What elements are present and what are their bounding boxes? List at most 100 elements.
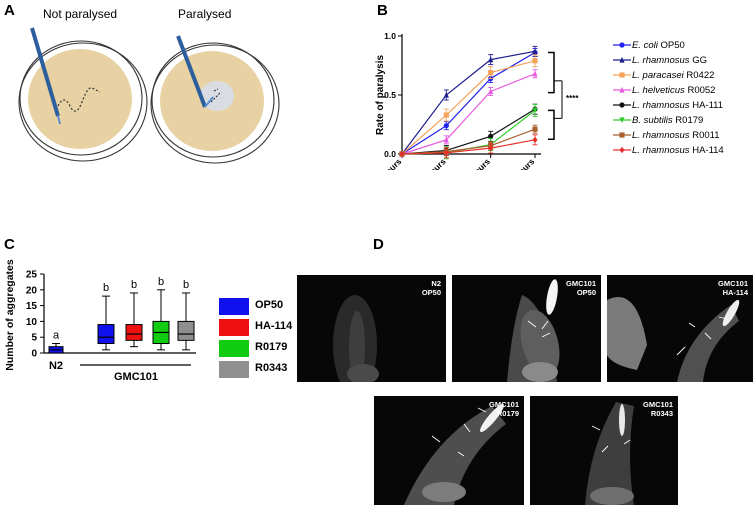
y-tick-label: 15 [26, 301, 38, 312]
legend-genus: L. rhamnosus [632, 145, 690, 156]
legend-swatch-op50 [219, 298, 249, 315]
y-tick-label: 0.0 [384, 149, 396, 159]
legend-label-op50: OP50 [255, 299, 284, 311]
legend-item-l-rhamnosus-ha-111: L. rhamnosus HA-111 [612, 100, 723, 111]
y-tick-label: 25 [26, 270, 38, 281]
legend-marker [613, 102, 631, 109]
data-point-l-rhamnosus-r0011 [532, 126, 538, 132]
data-point-l-rhamnosus-ha-114 [532, 136, 538, 143]
legend-strain: R0052 [684, 85, 716, 96]
data-point-b-subtilis-r0179 [532, 107, 538, 114]
legend-strain: GG [689, 55, 707, 66]
micrograph-5-line2: R0343 [650, 409, 673, 418]
legend-swatch-ha114 [219, 319, 249, 336]
legend-strain: R0179 [672, 115, 704, 126]
legend-genus: L. helveticus [632, 85, 685, 96]
significance-letter-gmc101-op50: b [103, 282, 109, 294]
plate-paralysed [150, 35, 280, 164]
label-not-paralysed: Not paralysed [43, 7, 118, 21]
micrograph-3-line1: GMC101 [717, 279, 748, 288]
legend-marker [613, 132, 631, 139]
x-tick-label: 24 hours [416, 156, 448, 170]
panel-label-b: B [377, 2, 388, 19]
legend-strain: R0422 [683, 70, 715, 81]
legend-symbol [619, 132, 625, 139]
significance-letter-n2-op50: a [53, 330, 60, 342]
legend-marker [613, 72, 631, 79]
legend-symbol [619, 87, 625, 94]
y-axis-title: Rate of paralysis [375, 55, 386, 135]
panel-label-a: A [4, 2, 15, 19]
data-point-l-paracasei-r0422 [443, 112, 449, 118]
micrograph-4-line1: GMC101 [488, 400, 519, 409]
micrograph-2-line1: GMC101 [565, 279, 596, 288]
box-gmc101-op50 [97, 324, 115, 345]
plate-not-paralysed [18, 27, 148, 162]
micrograph-gmc101-ha114: GMC101 HA-114 [607, 275, 753, 382]
legend-item-l-paracasei-r0422: L. paracasei R0422 [612, 70, 714, 81]
legend-symbol [619, 147, 625, 154]
legend-strain: R0011 [689, 130, 720, 141]
significance-letter-gmc101-r0179: b [158, 276, 164, 288]
legend-symbol [619, 72, 625, 79]
micrograph-n2-op50: N2 OP50 [297, 275, 446, 382]
data-point-l-rhamnosus-gg [532, 48, 538, 54]
y-tick-label: 1.0 [384, 31, 396, 41]
micrograph-1-line1: N2 [431, 279, 441, 288]
y-tick-label: 20 [26, 285, 38, 296]
y-tick-label: 10 [26, 317, 38, 328]
legend-genus: E. coli [632, 40, 658, 51]
legend-swatch-r0343 [219, 361, 249, 378]
legend-marker [613, 117, 631, 124]
significance-letter-gmc101-r0343: b [183, 279, 189, 291]
y-tick-label: 5 [31, 333, 37, 344]
micrograph-gmc101-op50: GMC101 OP50 [452, 275, 601, 382]
legend-item-e-coli-op50: E. coli OP50 [612, 40, 685, 51]
legend-item-l-helveticus-r0052: L. helveticus R0052 [612, 85, 715, 96]
data-point-l-helveticus-r0052 [532, 70, 538, 77]
micrograph-4-line2: R0179 [496, 409, 519, 418]
legend-strain: HA-111 [689, 100, 724, 111]
aggregates-box-plot: 0 5 10 15 20 25 Number of aggregates a b b b b N2 GMC… [4, 259, 196, 383]
series-line-e-coli-op50 [401, 52, 536, 155]
data-point-l-rhamnosus-gg [488, 56, 494, 63]
legend-genus: L. rhamnosus [632, 100, 690, 111]
legend-label-r0343: R0343 [255, 362, 288, 374]
x-tick-label: 72 hours [504, 156, 536, 170]
micrograph-2-line2: OP50 [576, 288, 596, 297]
legend-item-l-rhamnosus-r0011: L. rhamnosus R0011 [612, 130, 720, 141]
micrograph-5-line1: GMC101 [642, 400, 673, 409]
significance-bracket-top [548, 51, 555, 94]
legend-item-l-rhamnosus-gg: L. rhamnosus GG [612, 55, 707, 66]
panel-label-c: C [4, 236, 15, 253]
data-point-l-rhamnosus-ha-111 [488, 133, 494, 139]
plate-illustrations [18, 27, 280, 164]
legend-label-r0179: R0179 [255, 341, 288, 353]
legend-marker [613, 147, 631, 154]
series-line-l-helveticus-r0052 [401, 73, 536, 155]
paralysis-legend: E. coli OP50 L. rhamnosus GG L. paracasei … [612, 40, 752, 160]
legend-genus: L. rhamnosus [632, 55, 690, 66]
legend-symbol [619, 57, 625, 64]
series-line-l-paracasei-r0422 [401, 60, 536, 155]
legend-strain: OP50 [657, 40, 685, 51]
data-point-l-paracasei-r0422 [488, 69, 494, 76]
legend-item-l-rhamnosus-ha-114: L. rhamnosus HA-114 [612, 145, 724, 156]
series-line-l-rhamnosus-gg [401, 50, 536, 155]
panel-label-d: D [373, 236, 384, 253]
legend-marker [613, 57, 631, 64]
box-gmc101-r0343 [177, 320, 195, 341]
significance-stars: **** [566, 94, 579, 103]
data-point-l-helveticus-r0052 [488, 88, 494, 95]
significance-letter-gmc101-ha-114: b [131, 279, 137, 291]
series-line-l-rhamnosus-ha-114 [401, 139, 536, 155]
significance-bracket-bottom [548, 109, 555, 140]
legend-symbol [619, 102, 625, 109]
legend-marker [613, 87, 631, 94]
micrograph-gmc101-r0343: GMC101 R0343 [530, 396, 678, 505]
micrograph-3-line2: HA-114 [722, 288, 748, 297]
paralysis-line-chart: 0.00.51.00 hours24 hours48 hours72 hours… [375, 31, 580, 170]
group-label-gmc101: GMC101 [114, 371, 158, 383]
box-gmc101-ha-114 [125, 324, 143, 341]
legend-symbol [619, 117, 625, 124]
